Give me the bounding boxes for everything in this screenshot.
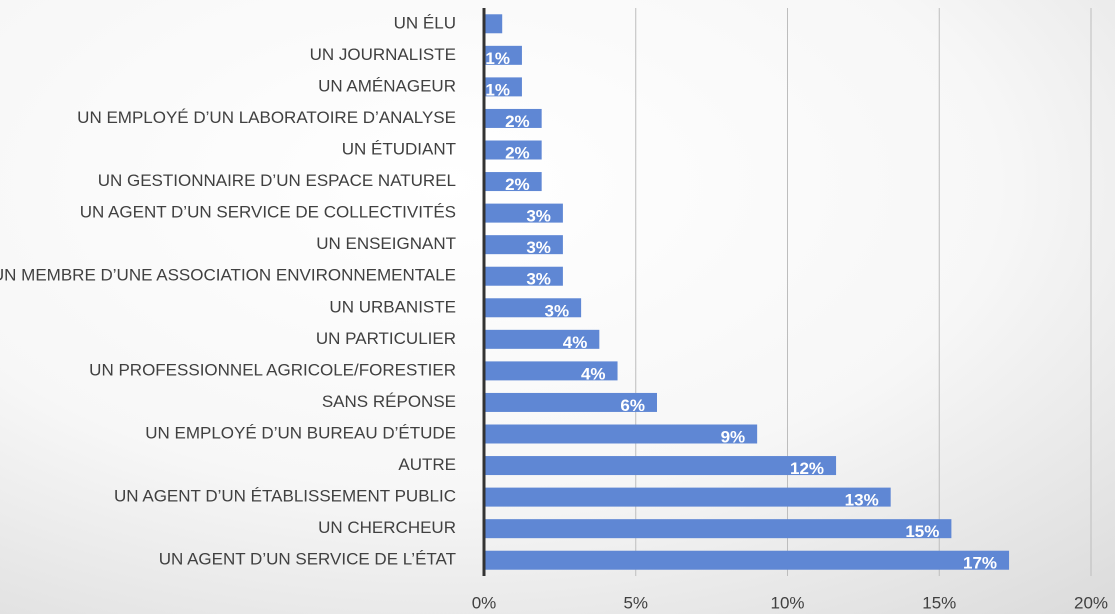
bar [484,203,563,223]
data-label: 2% [505,175,530,194]
y-tick-label: UN PROFESSIONNEL AGRICOLE/FORESTIER [89,360,456,379]
y-tick-label: UN ÉTUDIANT [342,139,456,158]
bar [484,424,758,444]
y-tick-label: SANS RÉPONSE [322,392,456,411]
bar [484,14,503,34]
data-label: 4% [563,333,588,352]
data-label: 1% [485,49,510,68]
y-tick-label: UN ENSEIGNANT [316,234,456,253]
y-tick-label: UN URBANISTE [329,297,456,316]
x-tick-label: 15% [922,593,956,612]
bar [484,456,837,476]
y-tick-label: AUTRE [398,455,456,474]
bar [484,108,542,128]
data-label: 1% [485,80,510,99]
data-label: 9% [721,427,746,446]
bar [484,235,563,255]
y-tick-label: UN ÉLU [394,13,456,32]
y-tick-label: UN GESTIONNAIRE D’UN ESPACE NATUREL [98,171,456,190]
bar [484,392,657,412]
y-tick-label: UN AMÉNAGEUR [318,76,456,95]
bar [484,172,542,192]
data-label: 6% [620,396,645,415]
data-label: 4% [581,364,606,383]
bar [484,45,522,65]
x-tick-label: 5% [623,593,648,612]
y-tick-label: UN CHERCHEUR [318,518,456,537]
bar [484,77,522,97]
bar [484,487,891,507]
bar [484,298,582,318]
y-tick-label: UN EMPLOYÉ D’UN LABORATOIRE D’ANALYSE [77,108,456,127]
y-tick-label: UN AGENT D’UN ÉTABLISSEMENT PUBLIC [114,487,456,506]
x-tick-label: 0% [472,593,497,612]
data-label: 13% [845,491,879,510]
data-label: 3% [545,301,570,320]
y-tick-label: UN AGENT D’UN SERVICE DE L’ÉTAT [159,550,456,569]
y-tick-label: UN PARTICULIER [316,329,456,348]
data-label: 2% [505,143,530,162]
data-label: 15% [905,522,939,541]
data-label: 17% [963,554,997,573]
bar [484,266,563,286]
data-label: 3% [526,238,551,257]
bar [484,140,542,160]
data-label: 12% [790,459,824,478]
y-tick-label: UN JOURNALISTE [310,45,456,64]
data-label: 2% [505,112,530,131]
bar [484,519,952,539]
data-label: 3% [526,270,551,289]
bar [484,361,618,381]
bar [484,550,1010,570]
x-tick-label: 20% [1074,593,1108,612]
y-tick-label: UN AGENT D’UN SERVICE DE COLLECTIVITÉS [80,203,456,222]
data-label: 3% [526,207,551,226]
y-tick-label: UN MEMBRE D’UNE ASSOCIATION ENVIRONNEMEN… [0,266,456,285]
y-tick-label: UN EMPLOYÉ D’UN BUREAU D’ÉTUDE [145,423,456,442]
x-tick-label: 10% [770,593,804,612]
bar [484,329,600,349]
